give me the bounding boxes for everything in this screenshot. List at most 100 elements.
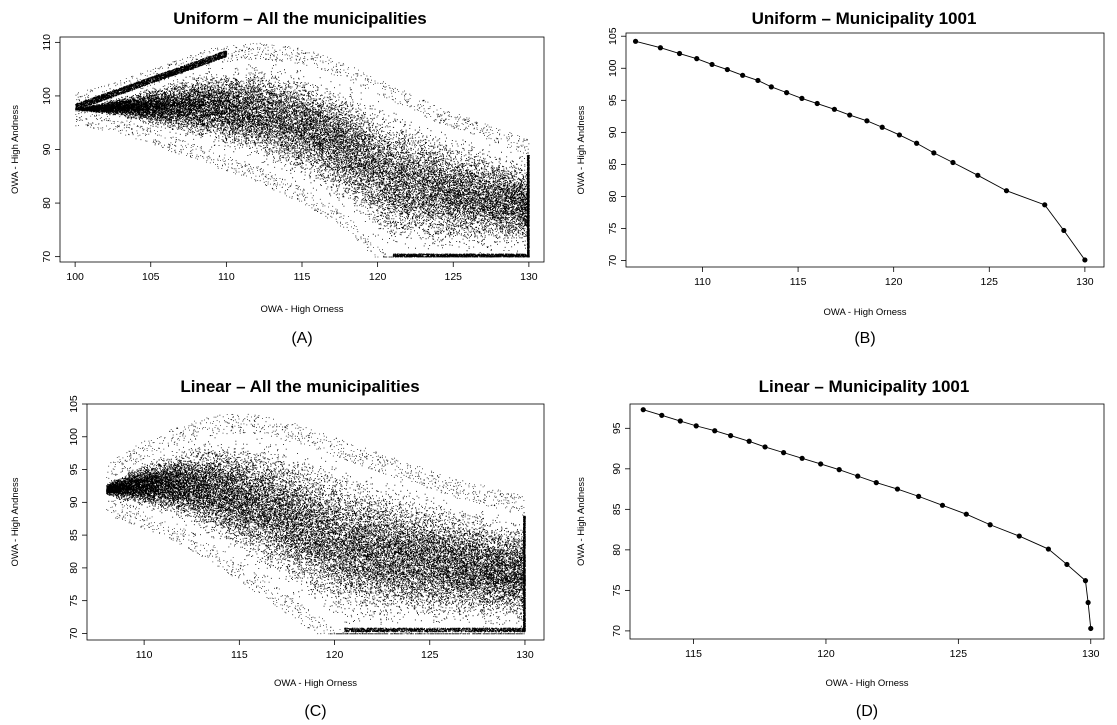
data-point	[799, 455, 805, 461]
y-tick-label: 100	[68, 428, 80, 446]
chart-title: Uniform – Municipality 1001	[752, 9, 977, 28]
panel-label: (B)	[854, 330, 875, 347]
y-tick-label: 100	[607, 59, 619, 77]
y-tick-label: 80	[41, 197, 53, 209]
y-tick-label: 70	[611, 625, 623, 637]
data-point	[693, 423, 699, 429]
x-tick-label: 100	[66, 271, 84, 283]
data-point	[818, 461, 824, 467]
y-tick-label: 90	[68, 496, 80, 508]
x-tick-label: 125	[950, 648, 968, 660]
y-tick-label: 70	[41, 251, 53, 263]
y-tick-label: 75	[607, 223, 619, 235]
y-tick-label: 95	[68, 464, 80, 476]
data-point	[1082, 578, 1089, 584]
x-tick-label: 125	[421, 649, 439, 661]
data-point	[864, 118, 870, 124]
data-point	[746, 438, 752, 444]
data-point	[1003, 188, 1010, 194]
data-point	[931, 150, 937, 156]
x-tick-label: 130	[1076, 276, 1094, 288]
plot-frame	[629, 403, 1105, 640]
data-point	[836, 467, 842, 473]
x-axis-label: OWA - High Orness	[274, 678, 357, 689]
data-point	[657, 45, 664, 51]
data-point	[728, 433, 734, 439]
x-axis-label: OWA - High Orness	[260, 304, 343, 315]
series-line	[635, 40, 1086, 261]
data-point	[1082, 257, 1088, 263]
y-tick-label: 70	[607, 255, 619, 267]
data-point	[632, 38, 639, 44]
data-point	[694, 56, 700, 62]
data-point	[762, 444, 768, 450]
data-point	[724, 66, 730, 73]
chart-panel-4: Linear – Municipality 1001 115 120 125 130 70…	[576, 377, 1105, 720]
y-tick-label: 105	[607, 27, 619, 45]
series-line	[643, 409, 1092, 629]
x-tick-label: 110	[218, 271, 235, 283]
y-tick-label: 90	[41, 144, 53, 156]
data-point	[939, 502, 946, 508]
x-tick-label: 130	[520, 271, 538, 283]
x-tick-label: 120	[817, 648, 835, 660]
data-point	[640, 407, 646, 413]
data-point	[799, 95, 805, 101]
data-point	[712, 428, 718, 434]
y-tick-label: 90	[607, 126, 619, 138]
panel-label: (A)	[291, 330, 312, 347]
data-point	[1061, 227, 1067, 234]
data-point	[709, 61, 715, 68]
data-point	[950, 159, 956, 166]
x-tick-label: 130	[1082, 648, 1100, 660]
panel-label: (D)	[856, 703, 878, 720]
data-point	[847, 112, 853, 118]
y-tick-label: 80	[611, 544, 623, 556]
y-tick-label: 95	[607, 94, 619, 106]
x-tick-label: 130	[516, 649, 534, 661]
chart-title: Linear – All the municipalities	[180, 377, 419, 396]
y-tick-label: 90	[611, 463, 623, 475]
data-point	[1045, 546, 1051, 552]
data-point	[873, 480, 879, 486]
data-point	[963, 511, 969, 517]
y-tick-label: 100	[41, 87, 53, 105]
data-point	[780, 450, 787, 456]
y-tick-label: 80	[68, 562, 80, 574]
y-tick-label: 105	[68, 395, 80, 413]
data-point	[855, 473, 861, 479]
y-tick-label: 85	[68, 529, 80, 541]
data-point	[914, 140, 920, 146]
x-tick-label: 110	[136, 649, 153, 661]
chart-panel-2: Uniform – Municipality 1001 110 115 120 125 1…	[576, 9, 1105, 347]
data-point	[916, 493, 922, 499]
data-point	[975, 172, 981, 178]
data-point	[768, 84, 774, 90]
x-axis-label: OWA - High Orness	[823, 307, 906, 318]
data-point	[814, 100, 820, 107]
panel-label: (C)	[304, 703, 326, 720]
x-tick-label: 115	[231, 649, 248, 661]
data-point	[755, 77, 761, 84]
x-tick-label: 120	[326, 649, 344, 661]
data-point	[1042, 202, 1048, 208]
scatter-points	[106, 413, 526, 635]
x-tick-label: 105	[142, 271, 160, 283]
y-axis-label: OWA - High Andness	[10, 477, 21, 566]
chart-title: Uniform – All the municipalities	[173, 9, 426, 28]
y-tick-label: 85	[607, 158, 619, 170]
y-axis-label: OWA - High Andness	[10, 105, 21, 194]
data-point	[894, 486, 901, 492]
x-tick-label: 120	[369, 271, 387, 283]
data-point	[784, 90, 790, 96]
chart-title: Linear – Municipality 1001	[759, 377, 970, 396]
y-tick-label: 70	[68, 627, 80, 639]
x-tick-label: 115	[685, 648, 702, 660]
plot-frame	[625, 32, 1105, 268]
y-tick-label: 80	[607, 190, 619, 202]
y-tick-label: 85	[611, 503, 623, 515]
data-point	[659, 412, 665, 418]
x-axis-label: OWA - High Orness	[825, 678, 908, 689]
data-point	[879, 124, 885, 130]
